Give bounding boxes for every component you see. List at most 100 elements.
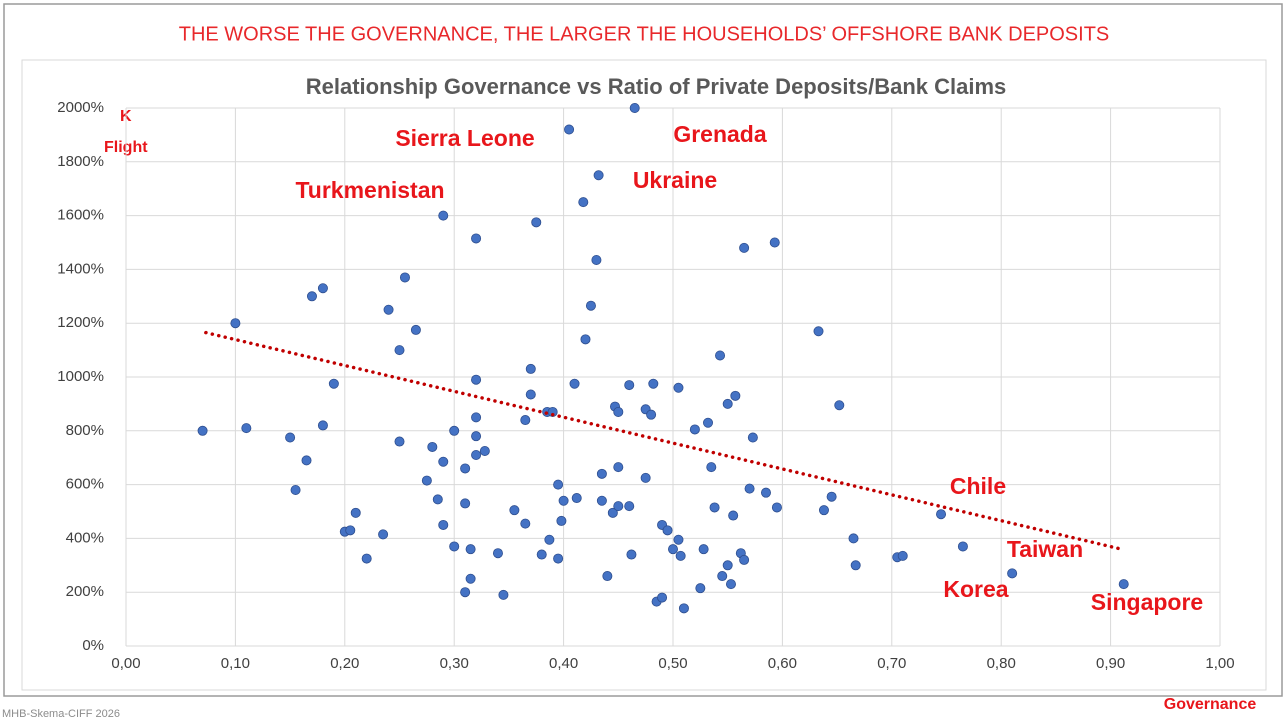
point (449, 541, 460, 552)
point (290, 484, 301, 495)
point (760, 487, 771, 498)
point (449, 425, 460, 436)
point (553, 479, 564, 490)
country-label: Chile (950, 473, 1006, 499)
point (394, 436, 405, 447)
point (471, 233, 482, 244)
point (427, 441, 438, 452)
point (624, 380, 635, 391)
point (596, 495, 607, 506)
point (675, 550, 686, 561)
trendline (204, 330, 1124, 551)
point (717, 571, 728, 582)
point (317, 420, 328, 431)
x-tick-label: 0,50 (658, 655, 687, 672)
point (648, 378, 659, 389)
point (571, 493, 582, 504)
point (848, 533, 859, 544)
point (317, 283, 328, 294)
x-tick-label: 0,00 (111, 655, 140, 672)
point (520, 518, 531, 529)
point (498, 589, 509, 600)
y-tick-label: 600% (66, 476, 104, 493)
point (818, 505, 829, 516)
point (698, 544, 709, 555)
point (613, 406, 624, 417)
point (306, 291, 317, 302)
point (607, 507, 618, 518)
x-axis-label: Governance (1164, 696, 1257, 713)
point (657, 592, 668, 603)
point (897, 550, 908, 561)
point (556, 515, 567, 526)
point (744, 483, 755, 494)
point (624, 501, 635, 512)
point (640, 472, 651, 483)
point (547, 406, 558, 417)
y-tick-label: 1600% (57, 207, 104, 224)
point (399, 272, 410, 283)
point (725, 579, 736, 590)
point (673, 382, 684, 393)
point (465, 544, 476, 555)
point (957, 541, 968, 552)
point (936, 509, 947, 520)
point (460, 498, 471, 509)
x-tick-label: 0,90 (1096, 655, 1125, 672)
point (197, 425, 208, 436)
point (703, 417, 714, 428)
point (678, 603, 689, 614)
point (668, 544, 679, 555)
point (646, 409, 657, 420)
point (834, 400, 845, 411)
x-tick-label: 0,70 (877, 655, 906, 672)
point (465, 573, 476, 584)
point (285, 432, 296, 443)
point (593, 170, 604, 181)
point (747, 432, 758, 443)
x-tick-label: 0,10 (221, 655, 250, 672)
point (328, 378, 339, 389)
point (438, 210, 449, 221)
point (769, 237, 780, 248)
point (739, 554, 750, 565)
slide-frame (3, 3, 1283, 697)
point (479, 445, 490, 456)
x-tick-label: 0,60 (768, 655, 797, 672)
point (591, 254, 602, 265)
y-tick-label: 0% (82, 637, 104, 654)
point (438, 456, 449, 467)
point (471, 412, 482, 423)
country-label: Turkmenistan (295, 177, 444, 203)
point (613, 462, 624, 473)
point (460, 587, 471, 598)
point (525, 363, 536, 374)
point (230, 318, 241, 329)
y-tick-label: 1400% (57, 260, 104, 277)
point (569, 378, 580, 389)
point (460, 463, 471, 474)
chart-frame (21, 59, 1267, 691)
point (730, 390, 741, 401)
point (662, 525, 673, 536)
y-tick-label: 800% (66, 422, 104, 439)
point (558, 495, 569, 506)
point (813, 326, 824, 337)
y-tick-label: 400% (66, 529, 104, 546)
x-tick-label: 0,30 (440, 655, 469, 672)
country-label: Korea (943, 576, 1008, 602)
point (492, 548, 503, 559)
point (531, 217, 542, 228)
point (826, 491, 837, 502)
point (602, 571, 613, 582)
country-label: Grenada (673, 121, 767, 147)
point (241, 423, 252, 434)
chart-title: Relationship Governance vs Ratio of Priv… (306, 74, 1007, 99)
country-label: Taiwan (1007, 536, 1083, 562)
point (394, 345, 405, 356)
point (722, 398, 733, 409)
y-tick-label: 1000% (57, 368, 104, 385)
point (350, 507, 361, 518)
y-tick-label: 1800% (57, 153, 104, 170)
